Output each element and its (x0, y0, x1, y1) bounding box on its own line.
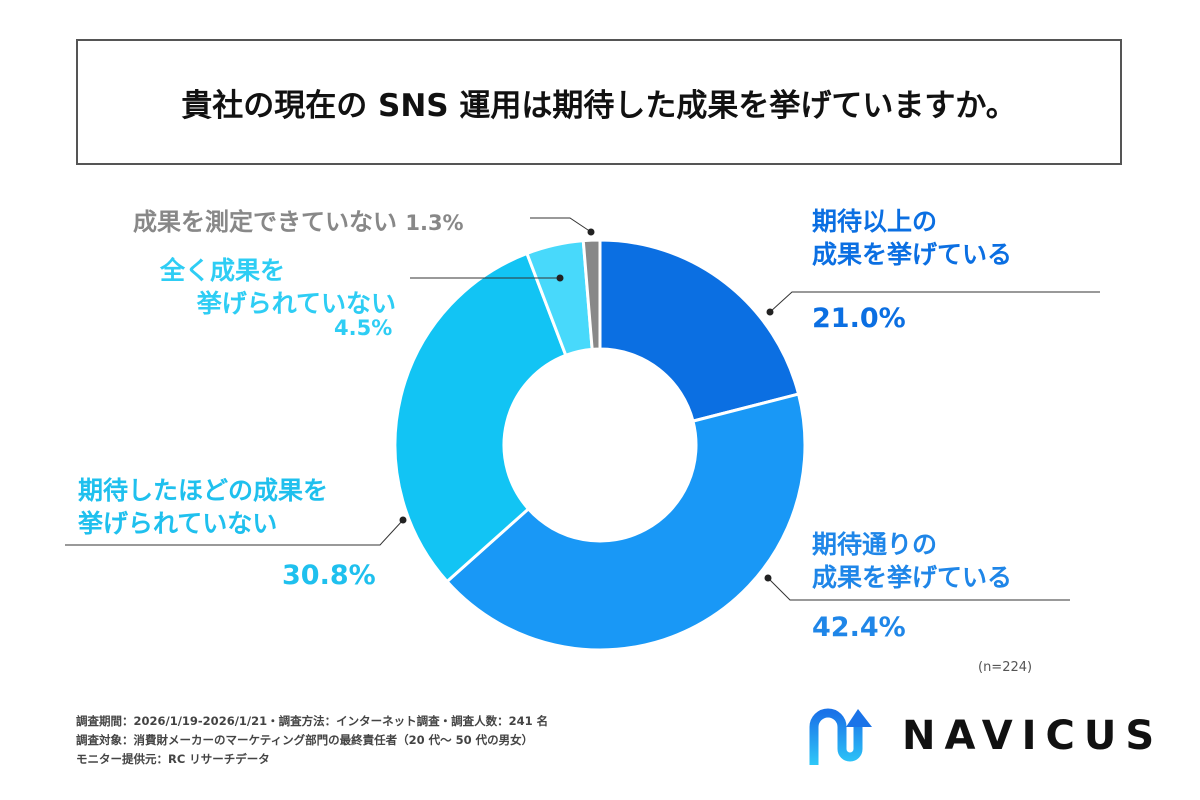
pct-none: 4.5% (334, 316, 393, 340)
pct-as-expected: 42.4% (812, 612, 906, 643)
navicus-logo: NAVICUS (806, 705, 1163, 767)
pct-unmeasured: 1.3% (405, 211, 464, 235)
title-box: 貴社の現在の SNS 運用は期待した成果を挙げていますか。 (76, 39, 1122, 165)
leader-line-1 (767, 577, 1070, 601)
leader-dot-1 (764, 574, 772, 582)
donut-slice-0 (598, 238, 801, 423)
donut-slice-4 (581, 238, 602, 351)
leader-line-4 (530, 217, 592, 233)
donut-slice-2 (393, 251, 568, 584)
pct-exceeded: 21.0% (812, 303, 906, 334)
sample-size: (n=224) (978, 660, 1033, 675)
label-below: 期待したほどの成果を 挙げられていない (78, 476, 329, 538)
footer-notes: 調査期間：2026/1/19-2026/1/21・調査方法：インターネット調査・… (76, 714, 549, 766)
label-unmeasured: 成果を測定できていない 1.3% (133, 208, 464, 236)
leader-dot-0 (766, 308, 774, 316)
leader-dot-3 (556, 274, 564, 282)
leader-line-2 (65, 519, 404, 546)
leader-line-0 (769, 291, 1100, 313)
logo-arrow-icon (809, 708, 872, 765)
leader-dot-2 (399, 516, 407, 524)
label-as-expected: 期待通りの 成果を挙げている (812, 530, 1013, 592)
label-none: 全く成果を 挙げられていない (160, 256, 396, 318)
donut-slice-1 (444, 392, 807, 652)
chart-title: 貴社の現在の SNS 運用は期待した成果を挙げていますか。 (181, 87, 1017, 124)
label-exceeded: 期待以上の 成果を挙げている (812, 207, 1013, 269)
pct-below: 30.8% (282, 560, 376, 591)
leader-dot-4 (587, 228, 595, 236)
